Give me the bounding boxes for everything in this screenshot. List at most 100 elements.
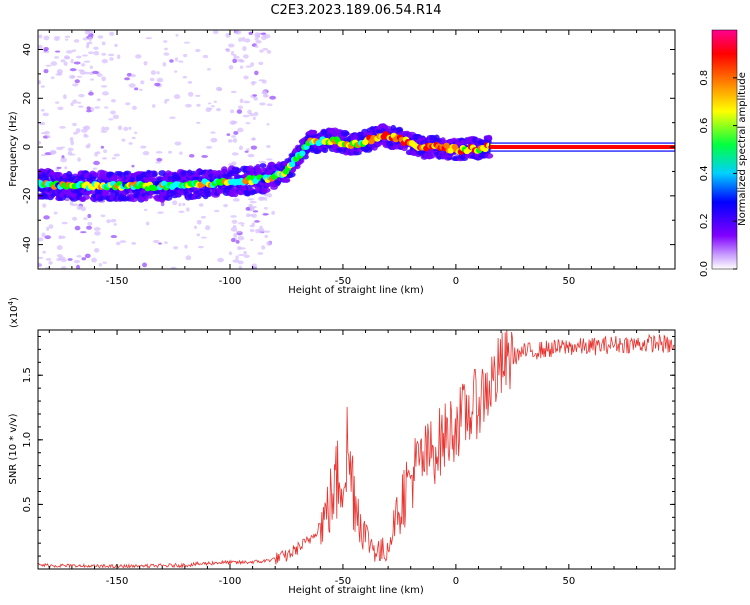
- heatmap-noise-cell: [42, 250, 46, 254]
- heatmap-noise-cell: [156, 77, 164, 83]
- heatmap-cell: [485, 134, 493, 141]
- heatmap-noise-cell: [91, 241, 96, 244]
- heatmap-noise-cell: [102, 91, 109, 96]
- heatmap-noise-cell: [230, 226, 238, 232]
- heatmap-noise-cell: [69, 200, 74, 206]
- heatmap-noise-cell: [182, 202, 186, 207]
- heatmap-noise-cell: [263, 230, 271, 233]
- heatmap-noise-cell: [101, 58, 108, 64]
- heatmap-noise-cell: [54, 37, 60, 41]
- colorbar-ticks: 0.0 0.2 0.4 0.6 0.8: [699, 70, 737, 277]
- heatmap-noise-cell: [61, 221, 68, 225]
- heatmap-noise-cell: [183, 53, 188, 58]
- heatmap-noise-cell: [155, 161, 161, 164]
- heatmap-noise-cell: [243, 250, 247, 255]
- heatmap-noise-cell: [269, 95, 277, 100]
- x-tick-label: -150: [106, 576, 129, 587]
- heatmap-noise-cell: [237, 127, 244, 133]
- heatmap-noise-cell: [77, 69, 84, 72]
- heatmap-noise-cell: [43, 35, 50, 41]
- heatmap-noise-cell: [163, 40, 168, 43]
- heatmap-noise-cell: [38, 256, 44, 260]
- heatmap-noise-cell: [258, 196, 265, 201]
- heatmap-noise-cell: [94, 248, 100, 253]
- heatmap-noise-cell: [100, 85, 108, 88]
- heatmap-noise-cell: [82, 37, 89, 41]
- heatmap-noise-cell: [38, 44, 43, 50]
- heatmap-noise-cell: [232, 198, 240, 202]
- heatmap-noise-cell: [156, 157, 163, 162]
- heatmap-noise-cell: [228, 251, 233, 256]
- heatmap-noise-cell: [101, 52, 107, 56]
- x-tick-label: -100: [219, 576, 242, 587]
- heatmap-noise-cell: [98, 262, 103, 267]
- heatmap-cell: [298, 158, 305, 164]
- heatmap-noise-cell: [264, 196, 268, 201]
- y-tick-label: 0: [22, 144, 33, 150]
- heatmap-noise-cell: [152, 104, 156, 108]
- heatmap-cell: [484, 152, 494, 159]
- heatmap-noise-cell: [235, 255, 239, 260]
- heatmap-noise-cell: [65, 38, 69, 41]
- heatmap-noise-cell: [236, 109, 243, 114]
- y-tick-label: 20: [22, 92, 33, 105]
- heatmap-noise-cell: [247, 198, 255, 201]
- heatmap-noise-cell: [60, 157, 68, 163]
- heatmap-noise-cell: [231, 152, 239, 156]
- heatmap-noise-cell: [56, 245, 63, 250]
- heatmap-noise-cell: [97, 35, 104, 39]
- heatmap-noise-cell: [67, 147, 74, 152]
- heatmap-noise-cell: [242, 46, 247, 51]
- heatmap-noise-cell: [84, 30, 91, 35]
- x-tick-label: 50: [562, 276, 575, 287]
- heatmap-noise-cell: [69, 68, 77, 72]
- heatmap-noise-cell: [81, 128, 88, 133]
- heatmap-noise-cell: [233, 232, 238, 238]
- colorbar-gradient: [711, 29, 738, 270]
- heatmap-noise-cell: [38, 237, 44, 242]
- snr-line-marks: [38, 330, 675, 569]
- heatmap-cell: [259, 163, 267, 168]
- heatmap-noise-cell: [76, 75, 83, 78]
- heatmap-noise-cell: [254, 70, 259, 76]
- heatmap-noise-cell: [228, 65, 234, 70]
- heatmap-noise-cell: [227, 139, 233, 143]
- heatmap-noise-cell: [233, 130, 239, 135]
- heatmap-ridge-cell: [299, 150, 306, 157]
- heatmap-noise-cell: [234, 30, 242, 35]
- heatmap-noise-cell: [38, 80, 42, 85]
- heatmap-noise-cell: [217, 257, 224, 263]
- heatmap-noise-cell: [93, 50, 100, 56]
- heatmap-noise-cell: [193, 225, 198, 229]
- heatmap-noise-cell: [83, 133, 87, 137]
- heatmap-noise-cell: [169, 59, 174, 63]
- heatmap-noise-cell: [207, 68, 211, 71]
- heatmap-noise-cell: [232, 58, 238, 64]
- heatmap-noise-cell: [173, 94, 181, 100]
- heatmap-noise-cell: [232, 138, 238, 143]
- heatmap-noise-cell: [61, 266, 67, 269]
- heatmap-noise-cell: [230, 237, 236, 243]
- heatmap-noise-cell: [43, 215, 50, 220]
- heatmap-noise-cell: [69, 74, 76, 79]
- heatmap-noise-cell: [145, 221, 150, 226]
- heatmap-noise-cell: [242, 114, 250, 118]
- heatmap-noise-cell: [110, 110, 116, 115]
- heatmap-noise-cell: [150, 70, 157, 75]
- heatmap-noise-cell: [140, 145, 147, 149]
- heatmap-noise-cell: [266, 144, 271, 148]
- heatmap-noise-cell: [102, 261, 108, 264]
- heatmap-marks: [38, 30, 675, 269]
- heatmap-noise-cell: [252, 94, 258, 97]
- colorbar: 0.0 0.2 0.4 0.6 0.8 Normalized spectral ampl…: [699, 29, 748, 277]
- heatmap-noise-cell: [247, 109, 252, 115]
- heatmap-noise-cell: [261, 245, 266, 250]
- heatmap-noise-cell: [48, 224, 54, 229]
- heatmap-noise-cell: [212, 30, 219, 35]
- heatmap-noise-cell: [174, 57, 179, 62]
- heatmap-noise-cell: [198, 203, 204, 207]
- heatmap-noise-cell: [66, 50, 73, 54]
- heatmap-noise-cell: [88, 33, 94, 38]
- heatmap-noise-cell: [160, 201, 165, 207]
- colorbar-tick-label: 0.0: [699, 261, 710, 277]
